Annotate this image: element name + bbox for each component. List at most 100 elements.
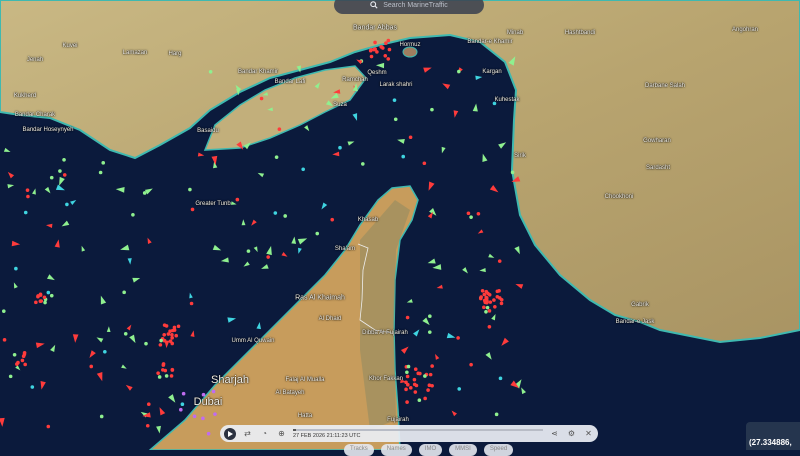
vessel-marker[interactable] (163, 368, 168, 373)
vessel-marker[interactable] (212, 244, 222, 251)
vessel-marker[interactable] (296, 65, 302, 73)
vessel-marker[interactable] (59, 176, 65, 186)
vessel-marker[interactable] (89, 350, 96, 359)
vessel-marker[interactable] (423, 374, 427, 378)
vessel-marker[interactable] (400, 346, 409, 354)
vessel-marker[interactable] (283, 214, 287, 218)
vessel-marker[interactable] (2, 338, 7, 342)
vessel-marker[interactable] (42, 295, 47, 300)
vessel-marker[interactable] (482, 292, 487, 297)
vessel-marker[interactable] (497, 289, 501, 293)
vessel-marker[interactable] (430, 383, 434, 388)
vessel-marker[interactable] (356, 59, 363, 65)
vessel-marker[interactable] (11, 240, 21, 247)
vessel-marker[interactable] (7, 171, 15, 179)
vessel-marker[interactable] (472, 103, 478, 112)
vessel-marker[interactable] (45, 223, 53, 228)
vessel-marker[interactable] (478, 296, 483, 301)
vessel-marker[interactable] (484, 289, 489, 294)
vessel-marker[interactable] (81, 245, 86, 252)
vessel-marker[interactable] (213, 161, 218, 169)
vessel-marker[interactable] (352, 113, 358, 121)
vessel-marker[interactable] (40, 381, 46, 390)
vessel-marker[interactable] (267, 107, 273, 111)
vessel-marker[interactable] (23, 210, 28, 215)
vessel-marker[interactable] (441, 146, 446, 154)
vessel-marker[interactable] (427, 211, 434, 219)
vessel-marker[interactable] (256, 322, 261, 330)
vessel-marker[interactable] (469, 215, 473, 219)
vessel-marker[interactable] (372, 47, 376, 52)
vessel-marker[interactable] (120, 244, 130, 251)
vessel-marker[interactable] (429, 208, 437, 216)
vessel-marker[interactable] (181, 391, 186, 396)
vessel-marker[interactable] (352, 83, 358, 92)
vessel-marker[interactable] (298, 247, 302, 254)
vessel-marker[interactable] (413, 390, 418, 394)
vessel-marker[interactable] (170, 332, 174, 337)
vessel-marker[interactable] (413, 329, 420, 337)
vessel-marker[interactable] (330, 92, 339, 99)
vessel-marker[interactable] (99, 414, 104, 419)
vessel-marker[interactable] (428, 314, 432, 319)
vessel-marker[interactable] (96, 337, 104, 343)
vessel-marker[interactable] (462, 267, 468, 274)
vessel-marker[interactable] (96, 372, 103, 382)
vessel-marker[interactable] (393, 117, 398, 122)
vessel-marker[interactable] (168, 394, 176, 403)
vessel-marker[interactable] (236, 141, 244, 150)
vessel-marker[interactable] (122, 290, 126, 295)
vessel-marker[interactable] (142, 191, 147, 195)
vessel-marker[interactable] (243, 261, 250, 267)
vessel-marker[interactable] (2, 309, 6, 313)
vessel-marker[interactable] (189, 292, 193, 299)
vessel-marker[interactable] (166, 332, 171, 336)
vessel-marker[interactable] (436, 284, 443, 289)
vessel-marker[interactable] (446, 332, 456, 339)
vessel-marker[interactable] (277, 127, 282, 131)
vessel-marker[interactable] (25, 188, 30, 192)
vessel-marker[interactable] (417, 398, 422, 402)
vessel-marker[interactable] (211, 389, 216, 394)
vessel-marker[interactable] (412, 382, 417, 387)
vessel-marker[interactable] (510, 170, 515, 175)
vessel-marker[interactable] (422, 161, 427, 166)
vessel-layer[interactable] (0, 38, 527, 436)
vessel-marker[interactable] (498, 142, 507, 149)
vessel-marker[interactable] (100, 295, 107, 305)
vessel-marker[interactable] (176, 324, 181, 329)
vessel-marker[interactable] (159, 407, 166, 416)
vessel-marker[interactable] (98, 170, 103, 175)
vessel-marker[interactable] (404, 387, 408, 392)
vessel-marker[interactable] (274, 155, 279, 159)
locate-button[interactable]: ⊕ (276, 428, 287, 439)
vessel-marker[interactable] (477, 229, 484, 234)
vessel-marker[interactable] (488, 253, 495, 258)
vessel-marker[interactable] (453, 110, 459, 118)
vessel-marker[interactable] (405, 315, 410, 320)
vessel-marker[interactable] (164, 340, 170, 349)
toggle-tracks[interactable]: Tracks (344, 444, 374, 456)
vessel-marker[interactable] (469, 362, 473, 367)
vessel-marker[interactable] (484, 295, 489, 300)
vessel-marker[interactable] (144, 188, 153, 195)
vessel-marker[interactable] (386, 38, 391, 43)
vessel-marker[interactable] (142, 412, 151, 418)
vessel-marker[interactable] (174, 333, 179, 338)
vessel-marker[interactable] (330, 217, 335, 222)
vessel-marker[interactable] (62, 158, 66, 162)
vessel-marker[interactable] (20, 358, 25, 363)
vessel-marker[interactable] (123, 331, 128, 336)
vessel-marker[interactable] (132, 277, 141, 283)
vessel-marker[interactable] (266, 245, 272, 256)
vessel-marker[interactable] (514, 246, 520, 255)
vessel-marker[interactable] (489, 184, 499, 193)
vessel-marker[interactable] (487, 309, 492, 313)
vessel-marker[interactable] (325, 100, 334, 107)
vessel-marker[interactable] (379, 45, 383, 49)
vessel-marker[interactable] (266, 255, 270, 259)
vessel-marker[interactable] (369, 54, 374, 59)
vessel-marker[interactable] (405, 374, 410, 379)
vessel-marker[interactable] (412, 377, 417, 382)
vessel-marker[interactable] (413, 367, 418, 371)
